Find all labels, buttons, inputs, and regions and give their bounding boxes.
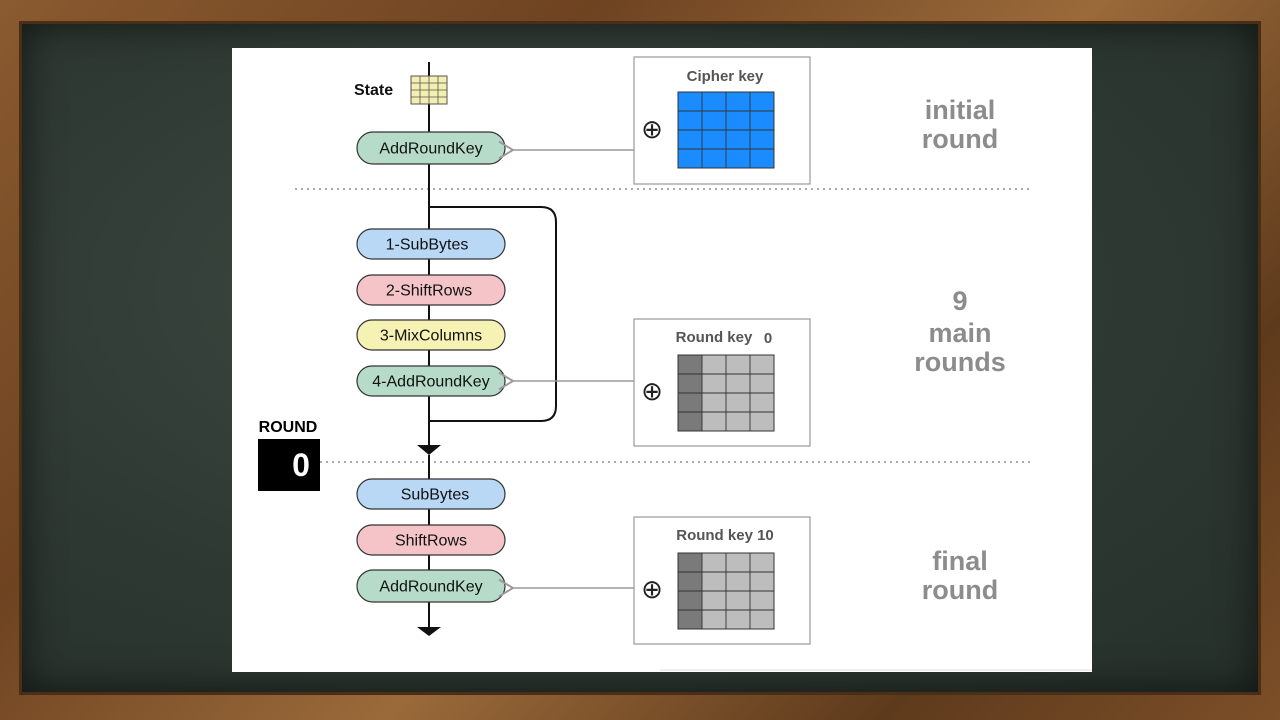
section-label-initial: initial round — [922, 95, 998, 154]
step-initial-addroundkey: AddRoundKey — [356, 131, 506, 165]
round-loop — [429, 206, 557, 422]
flow-arrow-end — [417, 627, 441, 636]
step-label: SubBytes — [401, 487, 469, 504]
xor-icon: ⊕ — [641, 574, 663, 604]
step-label: AddRoundKey — [379, 579, 482, 596]
step-final-subbytes: SubBytes — [356, 478, 506, 510]
xor-icon: ⊕ — [641, 376, 663, 406]
cipher-key-grid — [677, 91, 775, 169]
round-counter: ROUND 0 — [258, 419, 320, 491]
round-counter-value: 0 — [292, 447, 310, 483]
section-label-line: main — [928, 318, 991, 348]
round-key-grid — [677, 354, 775, 432]
state-grid — [410, 75, 448, 105]
section-label-line: 9 — [952, 286, 967, 316]
round-key-index: 0 — [764, 330, 772, 347]
step-label: ShiftRows — [395, 533, 467, 550]
section-label-main: 9 main rounds — [914, 286, 1006, 377]
step-final-shiftrows: ShiftRows — [356, 524, 506, 556]
flow-arrow-mid — [417, 445, 441, 455]
step-label: 4-AddRoundKey — [372, 374, 489, 391]
step-label: 1-SubBytes — [386, 237, 469, 254]
round-key-10-box: Round key 10 ⊕ — [633, 516, 811, 645]
cipher-key-box: Cipher key ⊕ — [633, 56, 811, 185]
step-addroundkey: 4-AddRoundKey — [356, 365, 506, 397]
section-label-line: round — [922, 124, 998, 154]
step-label: AddRoundKey — [379, 141, 482, 158]
step-final-addroundkey: AddRoundKey — [356, 569, 506, 603]
step-subbytes: 1-SubBytes — [356, 228, 506, 260]
state-label: State — [354, 82, 393, 99]
cipher-key-label: Cipher key — [687, 68, 764, 85]
step-label: 2-ShiftRows — [386, 283, 472, 300]
round-counter-label: ROUND — [259, 419, 318, 436]
section-label-line: final — [932, 546, 988, 576]
step-shiftrows: 2-ShiftRows — [356, 274, 506, 306]
round-key-10-grid — [677, 552, 775, 630]
step-label: 3-MixColumns — [380, 328, 482, 345]
step-mixcolumns: 3-MixColumns — [356, 319, 506, 351]
section-label-line: initial — [925, 95, 996, 125]
round-key-10-label: Round key 10 — [676, 527, 774, 544]
round-key-box: Round key 0 ⊕ — [633, 318, 811, 447]
section-label-line: rounds — [914, 347, 1006, 377]
section-label-line: round — [922, 575, 998, 605]
section-label-final: final round — [922, 546, 998, 605]
round-key-label: Round key — [676, 329, 753, 346]
xor-icon: ⊕ — [641, 114, 663, 144]
